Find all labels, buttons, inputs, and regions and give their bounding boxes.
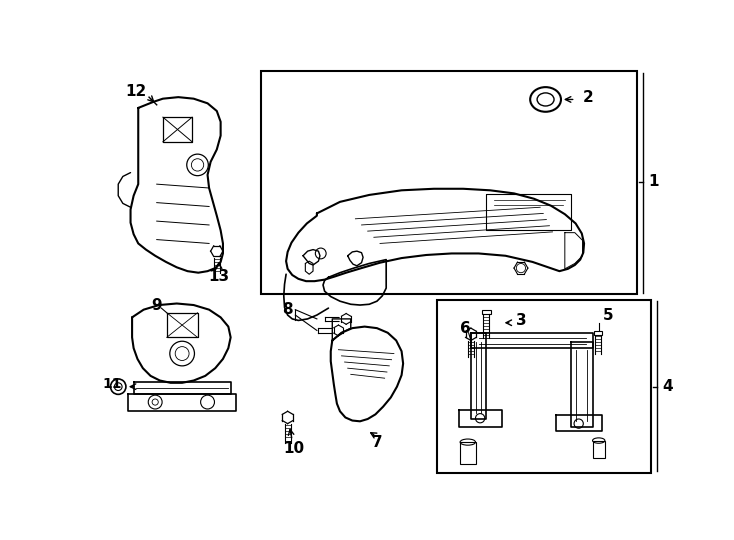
Text: 4: 4 bbox=[662, 379, 672, 394]
Text: 5: 5 bbox=[603, 308, 614, 322]
Text: 13: 13 bbox=[208, 269, 230, 284]
Bar bbox=[592, 441, 605, 457]
Bar bbox=[482, 309, 491, 314]
Text: 10: 10 bbox=[283, 441, 305, 456]
Text: 6: 6 bbox=[460, 321, 471, 336]
Text: 3: 3 bbox=[515, 313, 526, 328]
Text: 11: 11 bbox=[102, 377, 122, 392]
Text: 9: 9 bbox=[151, 298, 162, 313]
Text: 1: 1 bbox=[648, 174, 658, 190]
Text: 12: 12 bbox=[126, 84, 147, 99]
Text: 2: 2 bbox=[583, 90, 593, 105]
Text: 7: 7 bbox=[371, 435, 382, 450]
Bar bbox=[460, 442, 476, 464]
Bar bbox=[437, 300, 651, 473]
Text: 8: 8 bbox=[283, 302, 293, 317]
Bar bbox=[261, 71, 637, 294]
Bar bbox=[594, 331, 602, 335]
